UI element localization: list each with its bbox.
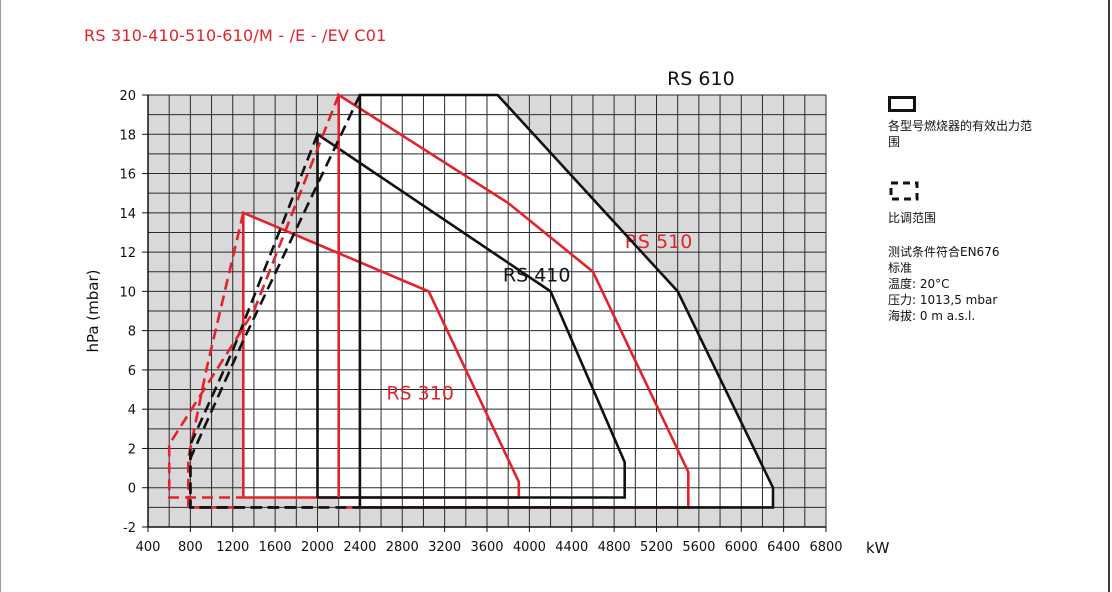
x-tick-label: 4000 <box>513 540 546 555</box>
y-tick-label: 20 <box>119 89 136 104</box>
x-tick-label: 5200 <box>640 540 673 555</box>
x-tick-label: 3600 <box>470 540 503 555</box>
condition-line: 压力: 1013,5 mbar <box>888 293 998 307</box>
legend: 各型号燃烧器的有效出力范围 比调范围 测试条件符合EN676 标准 温度: 20… <box>888 96 1103 324</box>
legend-solid-swatch <box>888 96 916 112</box>
series-label: RS 410 <box>503 265 571 287</box>
series-modulation-range-4 <box>189 94 362 509</box>
series-modulation-range-1 <box>187 212 245 509</box>
x-tick-label: 3200 <box>428 540 461 555</box>
series-modulation-range-2 <box>189 133 319 509</box>
series-label: RS 610 <box>667 68 735 90</box>
y-tick-label: -2 <box>123 521 136 536</box>
chart-title: RS 310-410-510-610/M - /E - /EV C01 <box>84 26 387 45</box>
y-tick-label: 12 <box>119 246 136 261</box>
x-tick-label: 2800 <box>386 540 419 555</box>
x-tick-label: 6400 <box>767 540 800 555</box>
series-working-range-2 <box>316 131 627 499</box>
y-tick-label: 6 <box>128 364 136 379</box>
legend-dashed-swatch <box>889 181 919 201</box>
condition-line: 测试条件符合EN676 <box>888 245 1000 259</box>
x-axis-label: kW <box>866 539 890 557</box>
x-tick-label: 2400 <box>343 540 376 555</box>
y-axis-label: hPa (mbar) <box>84 269 102 352</box>
condition-line: 标准 <box>888 261 913 275</box>
frame-left-edge <box>0 0 1 592</box>
working-area-fill <box>359 95 773 508</box>
x-tick-label: 1600 <box>259 540 292 555</box>
x-tick-label: 4800 <box>598 540 631 555</box>
y-tick-label: 16 <box>119 168 136 183</box>
x-tick-label: 400 <box>136 540 161 555</box>
legend-solid-label: 各型号燃烧器的有效出力范围 <box>888 119 1033 149</box>
series-layer: RS 310 RS 410 RS 510 RS 610 <box>167 68 775 509</box>
x-tick-label: 5600 <box>682 540 715 555</box>
y-tick-label: 8 <box>128 325 136 340</box>
x-tick-label: 6800 <box>809 540 842 555</box>
test-conditions: 测试条件符合EN676 标准 温度: 20°C 压力: 1013,5 mbar … <box>888 244 1103 324</box>
legend-dashed-label: 比调范围 <box>888 211 937 225</box>
y-tick-label: 14 <box>119 207 136 222</box>
x-tick-label: 6000 <box>725 540 758 555</box>
series-modulation-range-3 <box>167 94 340 499</box>
x-tick-label: 4400 <box>555 540 588 555</box>
x-tick-label: 800 <box>178 540 203 555</box>
series-label: RS 510 <box>625 231 693 253</box>
series-label: RS 310 <box>386 382 454 404</box>
condition-line: 海拔: 0 m a.s.l. <box>888 309 976 323</box>
x-tick-label: 2000 <box>301 540 334 555</box>
y-tick-label: 2 <box>128 442 136 457</box>
frame-right-edge <box>1108 0 1110 592</box>
y-tick-label: 4 <box>128 403 136 418</box>
y-tick-label: 18 <box>119 128 136 143</box>
y-tick-label: 0 <box>128 482 136 497</box>
axes: 400 800 1200 1600 2000 2400 2800 3200 3600 4000 44… <box>119 89 842 555</box>
condition-line: 温度: 20°C <box>888 277 950 291</box>
x-tick-label: 1200 <box>216 540 249 555</box>
y-tick-label: 10 <box>119 285 136 300</box>
